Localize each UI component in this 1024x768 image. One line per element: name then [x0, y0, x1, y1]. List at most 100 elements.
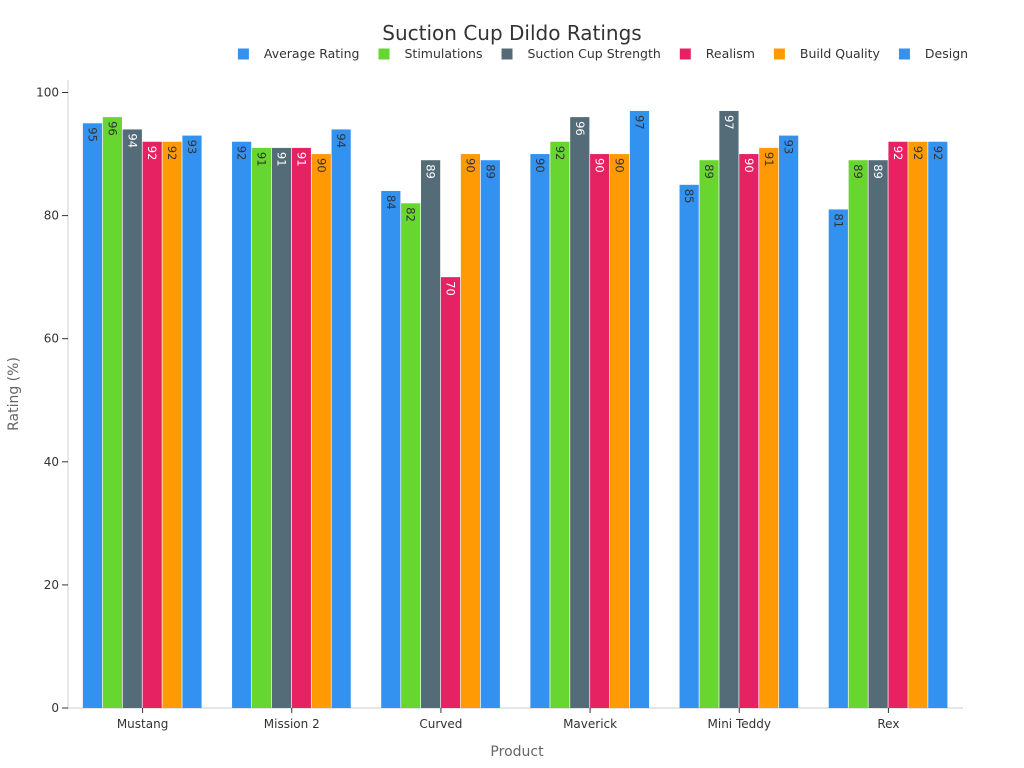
bar-maverick-average-rating[interactable]: [530, 154, 550, 709]
bar-rex-stimulations[interactable]: [848, 160, 868, 708]
bar-maverick-stimulations[interactable]: [550, 141, 570, 709]
bar-rex-realism[interactable]: [888, 141, 908, 709]
bar-mission-2-realism[interactable]: [291, 147, 311, 708]
bar-value-label: 92: [911, 146, 925, 161]
legend-item-average-rating[interactable]: Average Rating: [237, 46, 360, 61]
bar-value-label: 90: [613, 158, 627, 173]
bar-value-label: 91: [255, 152, 269, 167]
bar-value-label: 90: [314, 158, 328, 173]
bar-maverick-build-quality[interactable]: [609, 154, 630, 709]
bar-value-label: 81: [831, 213, 845, 228]
bar-mini-teddy-design[interactable]: [779, 135, 799, 708]
bar-value-label: 91: [762, 152, 776, 167]
chart-title: Suction Cup Dildo Ratings: [382, 21, 641, 45]
bar-value-label: 89: [483, 164, 497, 179]
x-axis-title: Product: [490, 744, 544, 760]
bar-mini-teddy-realism[interactable]: [739, 154, 759, 709]
legend-item-stimulations[interactable]: Stimulations: [378, 46, 483, 61]
legend-label: Stimulations: [405, 46, 483, 61]
legend-label: Design: [925, 46, 968, 61]
bar-mustang-build-quality[interactable]: [162, 141, 182, 709]
y-tick-label: 0: [51, 701, 59, 715]
bar-curved-build-quality[interactable]: [460, 154, 481, 709]
bar-mustang-stimulations[interactable]: [102, 117, 122, 709]
y-tick-label: 20: [44, 578, 59, 592]
bar-mini-teddy-stimulations[interactable]: [699, 160, 719, 708]
bar-rex-average-rating[interactable]: [828, 209, 848, 708]
legend-swatch: [898, 48, 910, 60]
bar-labels: 95 96 94 92 92 93 92 91 91 91 90 94 84 82 89 70 90 89 90 92…: [85, 115, 944, 296]
bar-mustang-average-rating[interactable]: [82, 123, 103, 708]
bar-value-label: 85: [682, 189, 696, 204]
bar-value-label: 89: [702, 164, 716, 179]
bar-value-label: 91: [274, 152, 288, 167]
y-axis-title: Rating (%): [6, 357, 22, 431]
bar-value-label: 90: [463, 158, 477, 173]
y-tick-label: 40: [44, 455, 59, 469]
bar-value-label: 70: [444, 281, 458, 296]
legend-item-design[interactable]: Design: [898, 46, 968, 61]
y-tick-label: 100: [36, 86, 59, 100]
bar-mission-2-build-quality[interactable]: [311, 154, 331, 709]
bar-maverick-realism[interactable]: [590, 154, 610, 709]
bar-maverick-suction-cup-strength[interactable]: [570, 117, 590, 709]
y-tick-label: 80: [44, 209, 59, 223]
legend-item-build-quality[interactable]: Build Quality: [773, 46, 881, 61]
bar-mission-2-suction-cup-strength[interactable]: [271, 147, 292, 708]
bar-value-label: 97: [632, 115, 646, 130]
bar-value-label: 94: [334, 133, 348, 148]
x-tick-label-maverick: Maverick: [563, 717, 617, 731]
legend-item-suction-cup-strength[interactable]: Suction Cup Strength: [501, 46, 661, 61]
legend-swatch: [679, 48, 691, 60]
bar-maverick-design[interactable]: [629, 110, 650, 709]
legend-swatch: [378, 48, 390, 60]
x-tick-label-mission-2: Mission 2: [264, 717, 320, 731]
bar-curved-stimulations[interactable]: [401, 203, 421, 709]
bar-curved-realism[interactable]: [440, 277, 461, 708]
axes: 0 20 40 60 80 100 Mustang Mission 2 Curved Maveri…: [36, 80, 963, 731]
legend-label: Build Quality: [800, 46, 881, 61]
bar-curved-average-rating[interactable]: [381, 190, 401, 709]
legend-item-realism[interactable]: Realism: [679, 46, 755, 61]
legend-label: Realism: [706, 46, 755, 61]
bar-rex-build-quality[interactable]: [908, 141, 928, 709]
bar-value-label: 95: [85, 127, 99, 142]
bar-value-label: 90: [533, 158, 547, 173]
bar-mission-2-average-rating[interactable]: [232, 141, 252, 709]
bar-mini-teddy-average-rating[interactable]: [679, 184, 699, 708]
bar-mustang-realism[interactable]: [142, 141, 162, 709]
x-tick-label-rex: Rex: [877, 717, 899, 731]
bar-value-label: 96: [573, 121, 587, 136]
bar-rex-suction-cup-strength[interactable]: [868, 160, 888, 708]
y-tick-label: 60: [44, 332, 59, 346]
bar-value-label: 92: [165, 146, 179, 161]
legend-swatch: [237, 48, 249, 60]
legend-swatch: [501, 48, 513, 60]
bar-mission-2-stimulations[interactable]: [251, 147, 272, 708]
bar-value-label: 82: [404, 207, 418, 222]
bar-rex-design[interactable]: [928, 141, 948, 709]
bar-value-label: 89: [871, 164, 885, 179]
bar-value-label: 93: [185, 140, 199, 155]
bar-value-label: 91: [294, 152, 308, 167]
legend-label: Suction Cup Strength: [528, 46, 661, 61]
bar-value-label: 92: [931, 146, 945, 161]
bar-value-label: 89: [851, 164, 865, 179]
bar-value-label: 93: [782, 140, 796, 155]
bar-value-label: 94: [125, 133, 139, 148]
bar-mustang-design[interactable]: [182, 135, 202, 708]
bar-curved-suction-cup-strength[interactable]: [421, 160, 441, 708]
bar-mini-teddy-build-quality[interactable]: [759, 147, 779, 708]
bar-value-label: 92: [553, 146, 567, 161]
legend[interactable]: Average Rating Stimulations Suction Cup St…: [237, 46, 968, 61]
bar-curved-design[interactable]: [480, 160, 500, 708]
bar-mustang-suction-cup-strength[interactable]: [122, 129, 142, 708]
bar-mini-teddy-suction-cup-strength[interactable]: [719, 110, 739, 709]
x-tick-label-mini-teddy: Mini Teddy: [708, 717, 771, 731]
bar-mission-2-design[interactable]: [331, 129, 351, 708]
bar-value-label: 92: [235, 146, 249, 161]
bar-value-label: 92: [145, 146, 159, 161]
bar-value-label: 96: [105, 121, 119, 136]
